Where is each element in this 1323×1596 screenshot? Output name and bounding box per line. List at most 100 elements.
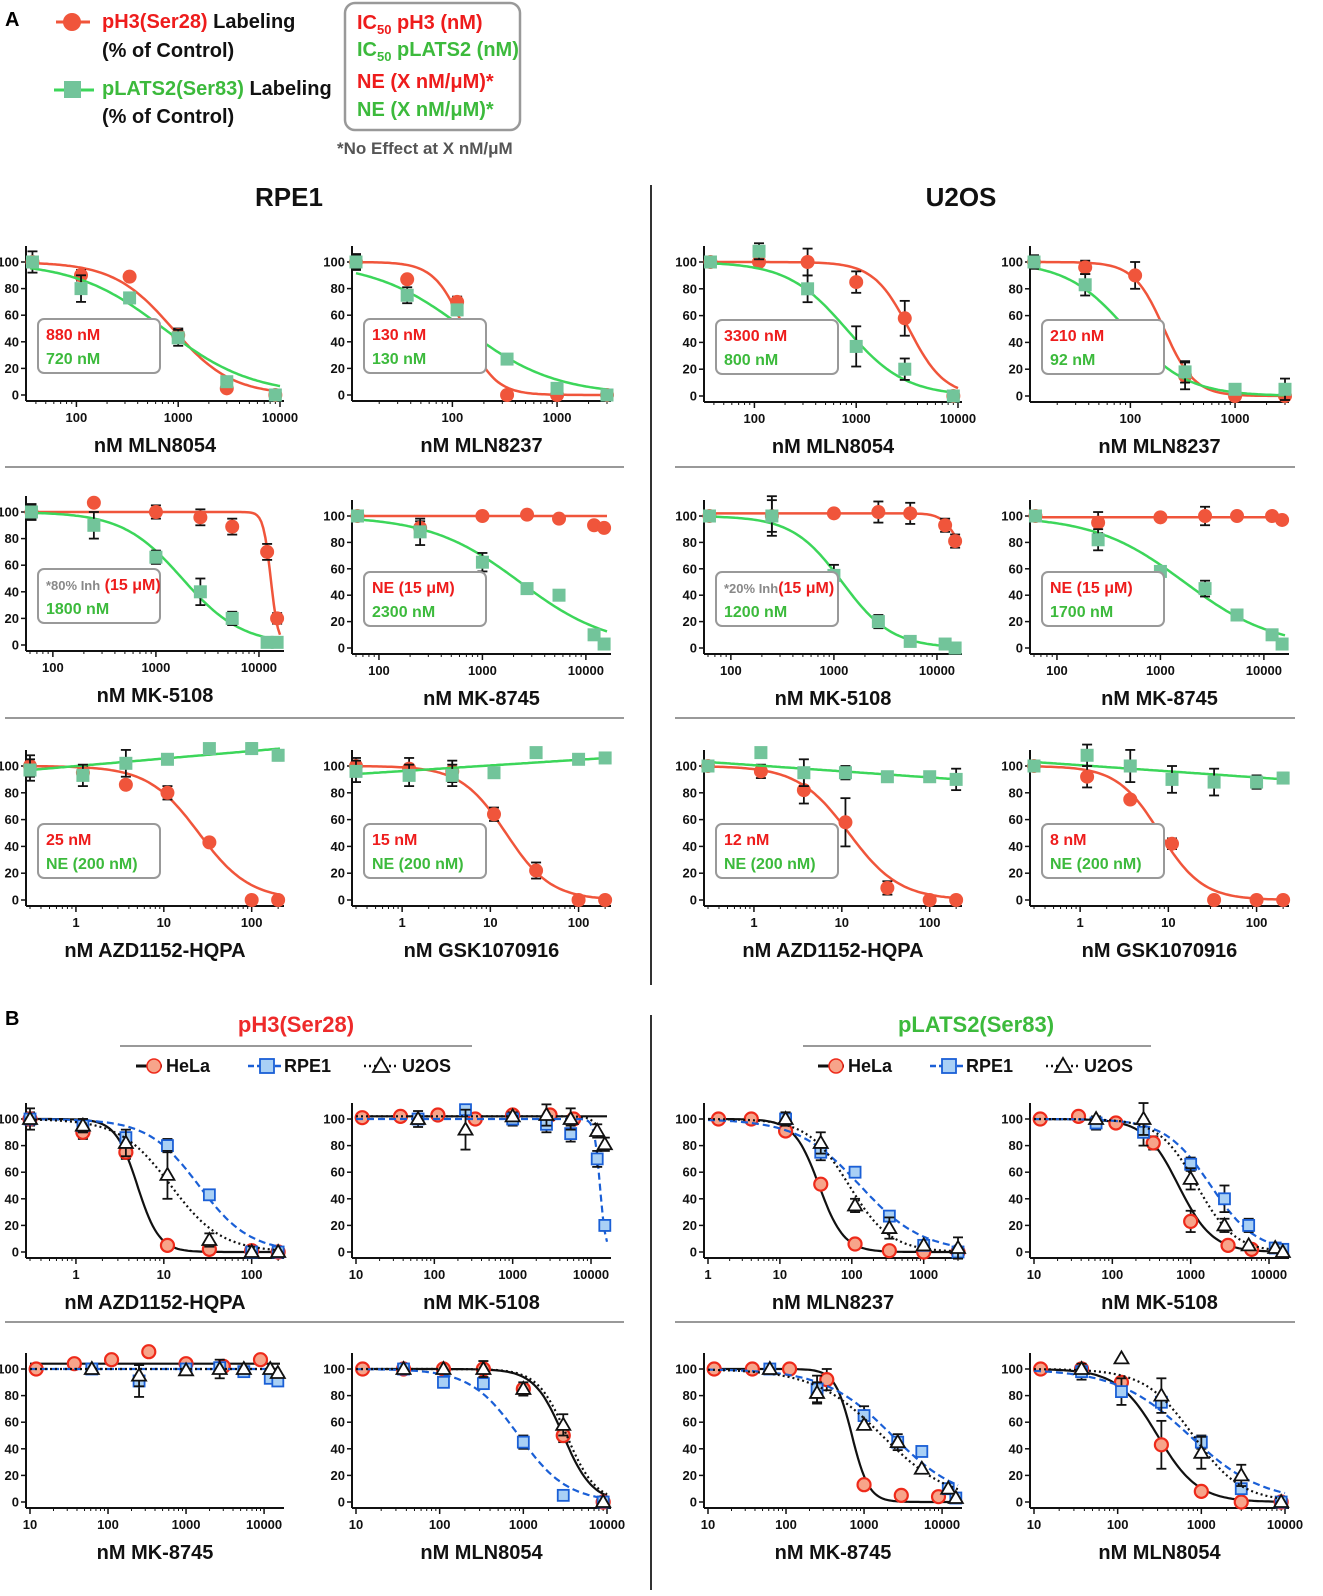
y-tick-label: 60 (1009, 1165, 1023, 1180)
data-point-u2os (846, 1196, 864, 1212)
ic50-inset-text2: (15 μM) (778, 580, 834, 597)
data-point-plats2 (948, 641, 962, 655)
x-axis-label: nM AZD1152-HQPA (64, 1292, 245, 1314)
y-tick-label: 20 (683, 362, 697, 377)
ic50-inset-text: *80% Inh (46, 578, 100, 593)
data-point-hela (744, 1361, 760, 1377)
data-point-u2os (913, 1459, 931, 1475)
data-point-plats2 (450, 303, 464, 317)
data-point-plats2 (149, 550, 163, 564)
x-tick-label: 1000 (543, 410, 572, 425)
data-point-u2os (880, 1219, 898, 1234)
data-point-plats2 (849, 339, 863, 353)
data-point-u2os (158, 1166, 177, 1181)
data-point-plats2 (475, 555, 489, 569)
y-tick-label: 40 (5, 1441, 19, 1456)
data-point-ph3 (86, 495, 101, 510)
ic50-inset-text: NE (200 nM) (46, 856, 138, 873)
y-tick-label: 0 (12, 388, 19, 403)
data-point-u2os (939, 1479, 957, 1495)
data-point-plats2 (1178, 365, 1192, 379)
y-tick-label: 80 (5, 531, 19, 546)
data-point-u2os (21, 1110, 39, 1125)
x-tick-label: 1000 (842, 411, 871, 426)
ic50-inset-line: 12 nM (724, 832, 769, 849)
y-tick-label: 20 (5, 1218, 19, 1233)
data-point-ph3 (148, 505, 163, 519)
data-point-u2os (434, 1360, 453, 1375)
y-tick-label: 0 (338, 1495, 345, 1510)
data-point-plats2 (797, 766, 811, 780)
y-tick-label: 80 (683, 535, 697, 550)
ic50-inset-text: 12 nM (724, 832, 769, 849)
data-point-plats2 (349, 764, 363, 778)
data-point-rpe1 (202, 1188, 216, 1202)
data-point-u2os (1240, 1236, 1258, 1252)
x-tick-label: 100 (442, 410, 464, 425)
data-point-plats2 (1265, 628, 1279, 642)
ic50-inset-line: NE (200 nM) (46, 856, 138, 873)
data-point-hela (141, 1344, 157, 1360)
fit-curve-ph3 (707, 765, 959, 900)
data-point-hela (881, 1243, 897, 1259)
ic50-inset-line: 2300 nM (372, 604, 435, 621)
data-point-u2os (514, 1380, 532, 1395)
data-point-ph3 (948, 534, 963, 549)
ic50-inset-text: 1700 nM (1050, 604, 1113, 621)
x-tick-label: 1 (1077, 915, 1084, 930)
x-tick-label: 100 (97, 1517, 119, 1532)
legend-rpe1-label: RPE1 (966, 1056, 1013, 1076)
x-tick-label: 10 (1027, 1267, 1041, 1282)
data-point-u2os (889, 1433, 907, 1449)
x-tick-label: 100 (241, 915, 263, 930)
legend-u2os-label: U2OS (1084, 1056, 1133, 1076)
y-tick-label: 0 (338, 1245, 345, 1260)
chart-b_ph3_mln8054: 0 20 40 60 80 100 10 100 1000 10000 nM MLN8054 (323, 1353, 625, 1564)
data-point-plats2 (1198, 582, 1212, 596)
data-point-ph3 (1091, 515, 1106, 530)
fit-curve-ph3 (708, 260, 959, 390)
legend-key-line2: IC50 pLATS2 (nM) (357, 39, 519, 64)
data-point-plats2 (552, 588, 566, 602)
x-tick-label: 1 (72, 1267, 79, 1282)
data-point-hela (1193, 1483, 1209, 1499)
data-point-hela (66, 1356, 82, 1372)
y-tick-label: 20 (683, 1468, 697, 1483)
ic50-inset-line: *80% Inh (15 μM) (46, 577, 161, 594)
x-tick-label: 100 (429, 1517, 451, 1532)
data-point-plats2 (74, 282, 88, 296)
data-point-u2os (596, 1135, 614, 1151)
data-point-rpe1 (1242, 1219, 1256, 1232)
panel-a-letter: A (5, 9, 19, 31)
ic50-inset-line: 3300 nM (724, 328, 787, 345)
fit-curve-u2os (1034, 1117, 1286, 1252)
data-point-hela (1108, 1115, 1124, 1131)
data-point-plats2 (702, 509, 716, 523)
data-point-ph3 (500, 388, 515, 402)
ic50-inset-text2: (15 μM) (100, 577, 160, 594)
ic50-inset-line: 92 nM (1050, 352, 1095, 369)
panel-b-letter: B (5, 1008, 19, 1030)
y-tick-label: 80 (1009, 535, 1023, 550)
x-axis-label: nM MLN8054 (94, 435, 217, 457)
data-point-ph3 (1275, 512, 1290, 527)
data-point-rpe1 (516, 1435, 530, 1449)
data-point-plats2 (898, 362, 912, 376)
y-tick-label: 40 (5, 334, 19, 349)
x-tick-label: 1 (399, 915, 406, 930)
data-point-plats2 (1091, 533, 1105, 547)
y-tick-label: 80 (5, 1138, 19, 1153)
data-point-ph3 (1198, 509, 1213, 523)
data-point-plats2 (402, 768, 416, 782)
y-tick-label: 0 (1016, 893, 1023, 908)
y-tick-label: 0 (1016, 389, 1023, 404)
y-tick-label: 20 (1009, 362, 1023, 377)
data-point-u2os (130, 1366, 148, 1382)
data-point-u2os (808, 1384, 826, 1399)
y-tick-label: 100 (675, 1362, 697, 1377)
data-point-u2os (504, 1107, 522, 1123)
legend-hela-marker (828, 1058, 844, 1074)
data-point-u2os (1266, 1239, 1284, 1254)
data-point-u2os (588, 1122, 606, 1137)
data-point-u2os (562, 1110, 580, 1125)
